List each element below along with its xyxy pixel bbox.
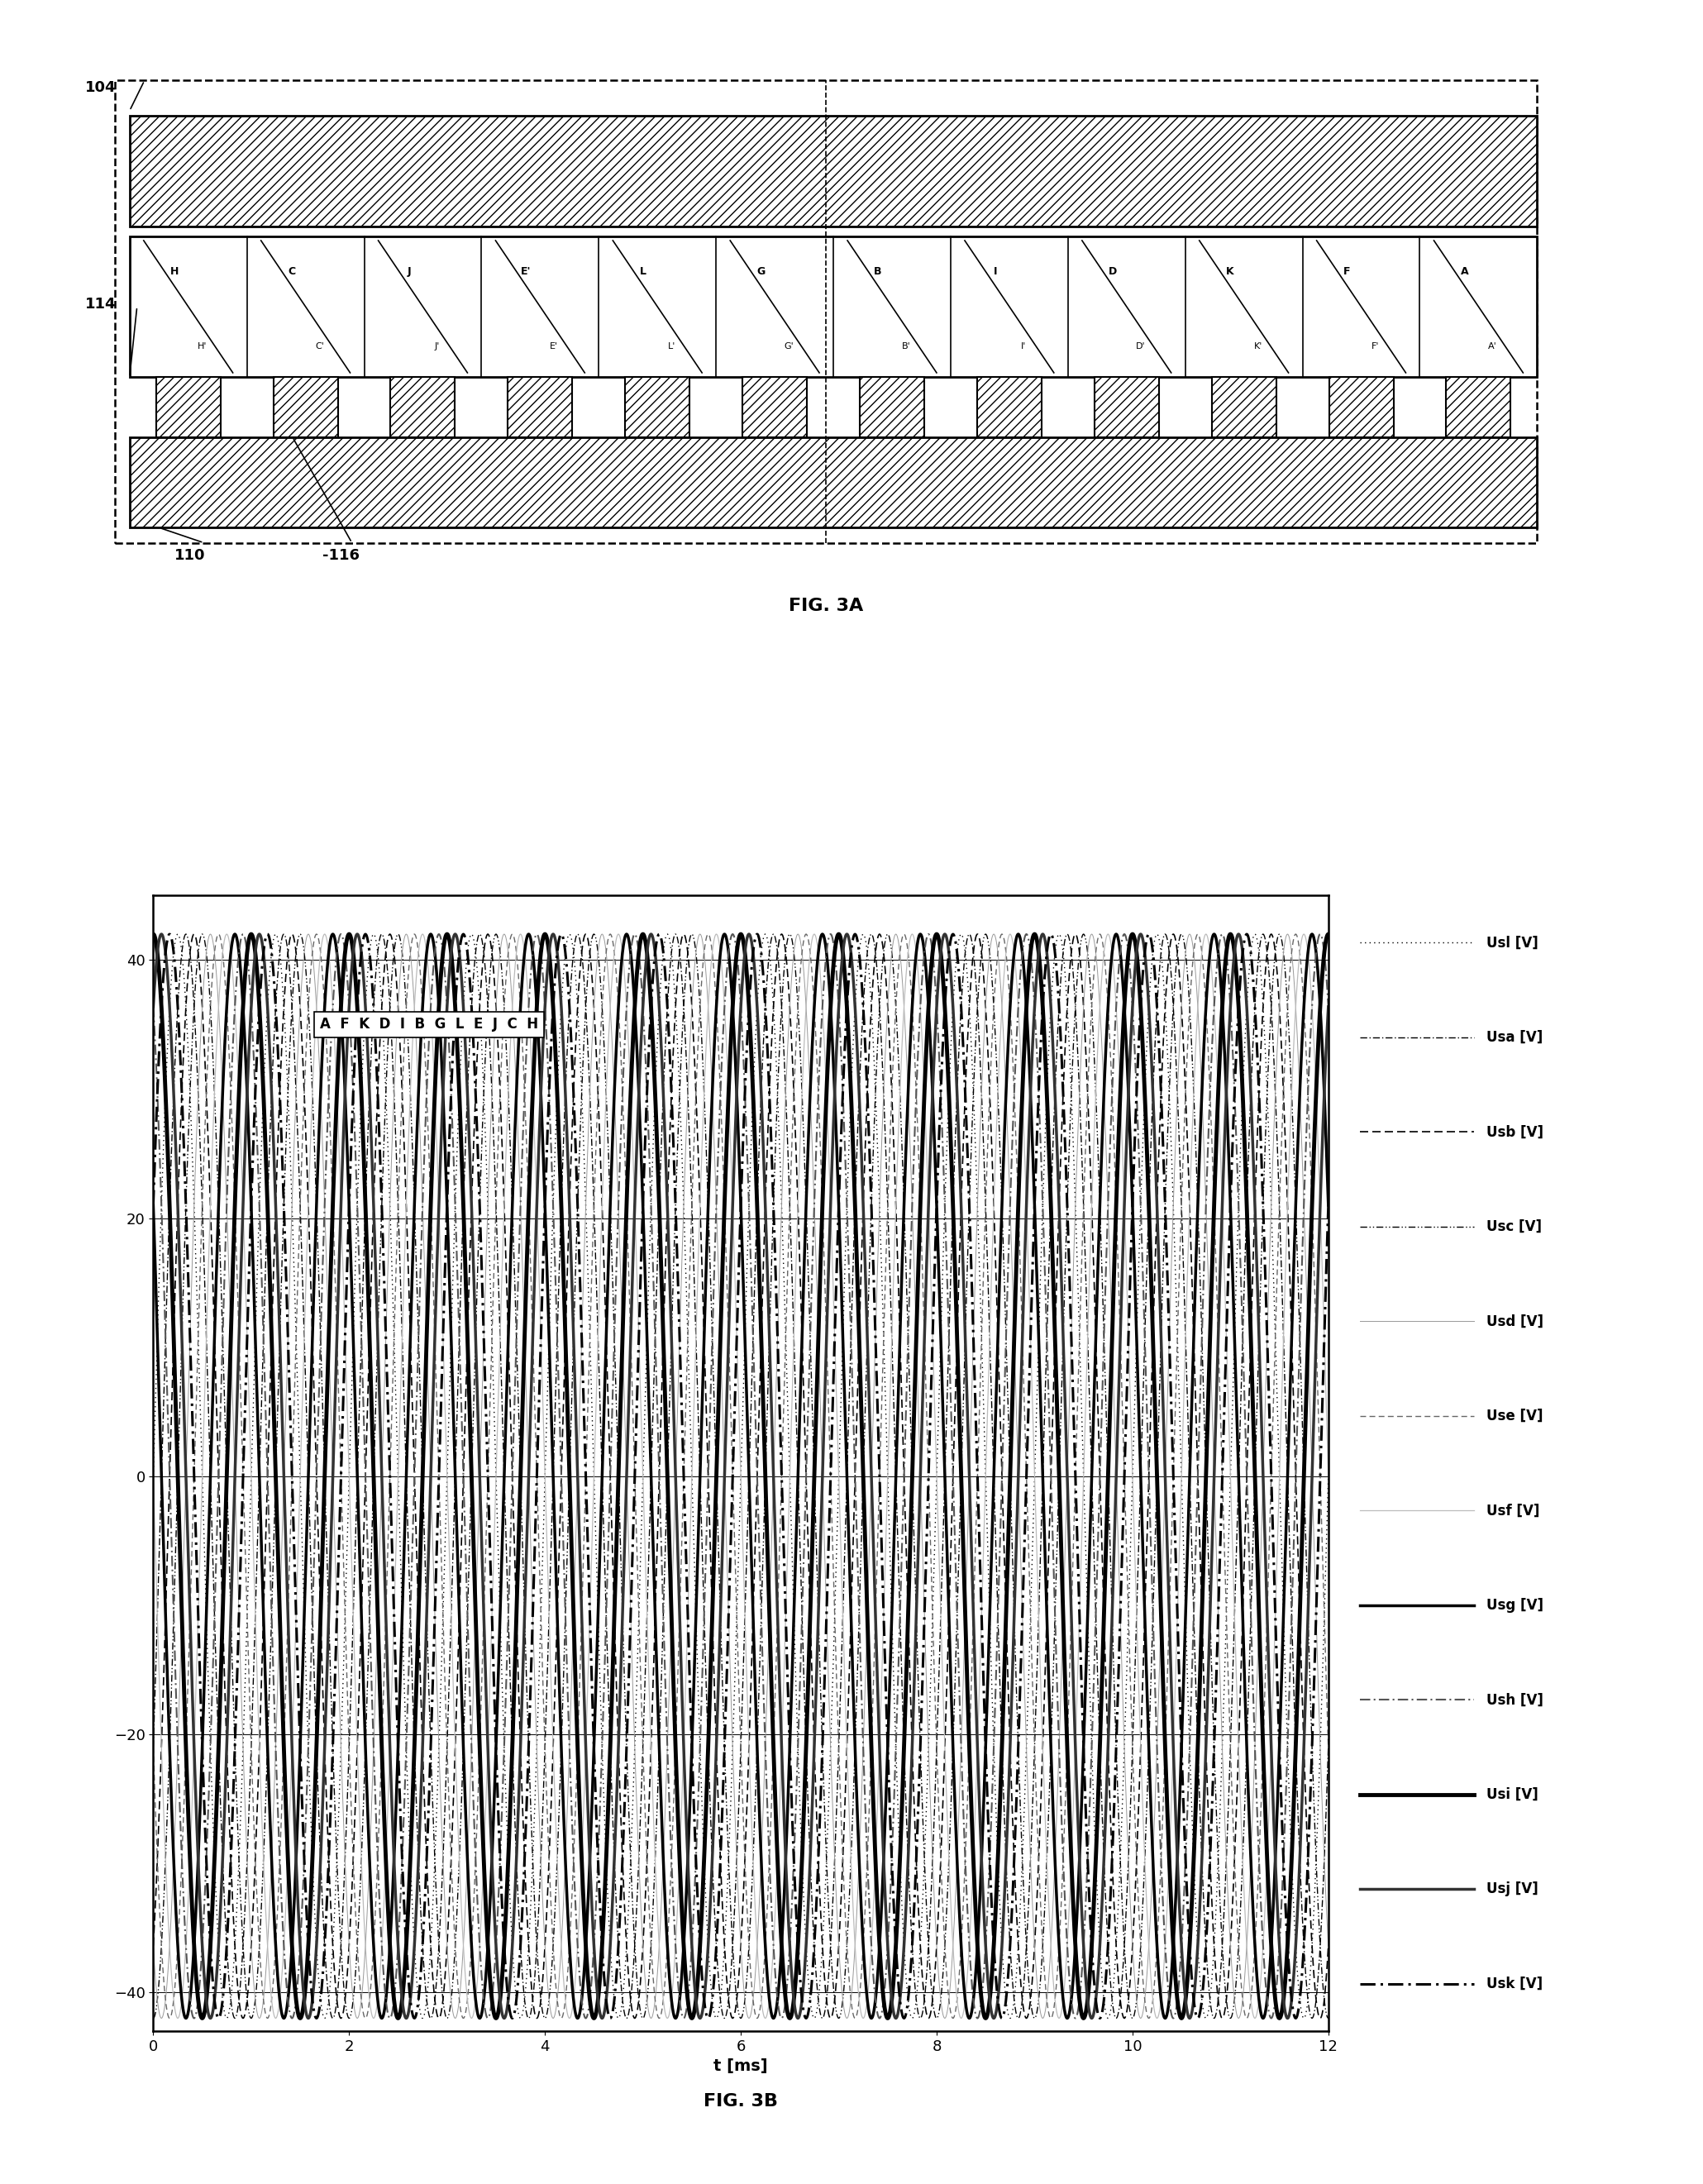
Text: F: F <box>1344 266 1350 277</box>
Text: F': F' <box>1371 343 1379 349</box>
Text: 114: 114 <box>85 297 116 312</box>
Text: Ush [V]: Ush [V] <box>1487 1693 1543 1708</box>
Bar <box>272 378 337 437</box>
Text: A  F  K  D  I  B  G  L  E  J  C  H: A F K D I B G L E J C H <box>320 1018 538 1031</box>
Bar <box>390 378 455 437</box>
Bar <box>129 116 1538 227</box>
Bar <box>1095 378 1158 437</box>
Text: J: J <box>407 266 410 277</box>
Bar <box>1328 378 1393 437</box>
Text: K': K' <box>1253 343 1262 349</box>
Text: E': E' <box>550 343 559 349</box>
Text: 104: 104 <box>85 81 116 96</box>
Text: FIG. 3B: FIG. 3B <box>703 2092 778 2110</box>
Bar <box>625 378 690 437</box>
Bar <box>1446 378 1511 437</box>
Text: D': D' <box>1136 343 1146 349</box>
Text: L: L <box>640 266 647 277</box>
Text: Usa [V]: Usa [V] <box>1487 1031 1543 1044</box>
Text: Usc [V]: Usc [V] <box>1487 1219 1541 1234</box>
Bar <box>743 378 807 437</box>
Text: D: D <box>1109 266 1117 277</box>
Bar <box>129 236 1538 378</box>
Text: Usi [V]: Usi [V] <box>1487 1787 1538 1802</box>
Text: C: C <box>288 266 295 277</box>
Text: Usk [V]: Usk [V] <box>1487 1977 1543 1992</box>
Text: Usb [V]: Usb [V] <box>1487 1125 1543 1140</box>
Text: I': I' <box>1020 343 1025 349</box>
Text: G': G' <box>783 343 794 349</box>
Text: -116: -116 <box>322 548 359 563</box>
Text: H: H <box>170 266 179 277</box>
Text: B': B' <box>901 343 911 349</box>
Bar <box>157 378 220 437</box>
Text: Usl [V]: Usl [V] <box>1487 935 1538 950</box>
Text: B: B <box>874 266 882 277</box>
Bar <box>860 378 925 437</box>
Text: A: A <box>1461 266 1468 277</box>
Text: Usg [V]: Usg [V] <box>1487 1599 1543 1612</box>
Text: Usd [V]: Usd [V] <box>1487 1315 1543 1328</box>
Text: Use [V]: Use [V] <box>1487 1409 1543 1424</box>
X-axis label: t [ms]: t [ms] <box>714 2060 768 2075</box>
Text: L': L' <box>668 343 676 349</box>
Bar <box>1211 378 1276 437</box>
Text: Usj [V]: Usj [V] <box>1487 1883 1538 1896</box>
Text: FIG. 3A: FIG. 3A <box>788 598 863 614</box>
Text: 110: 110 <box>174 548 204 563</box>
Bar <box>978 378 1042 437</box>
Text: I: I <box>993 266 996 277</box>
Text: Usf [V]: Usf [V] <box>1487 1503 1540 1518</box>
Text: C': C' <box>315 343 324 349</box>
Text: E': E' <box>521 266 531 277</box>
Bar <box>129 437 1538 529</box>
Text: J': J' <box>434 343 439 349</box>
Text: H': H' <box>198 343 208 349</box>
Text: A': A' <box>1488 343 1497 349</box>
Text: G: G <box>756 266 765 277</box>
Bar <box>507 378 572 437</box>
Text: K: K <box>1226 266 1233 277</box>
